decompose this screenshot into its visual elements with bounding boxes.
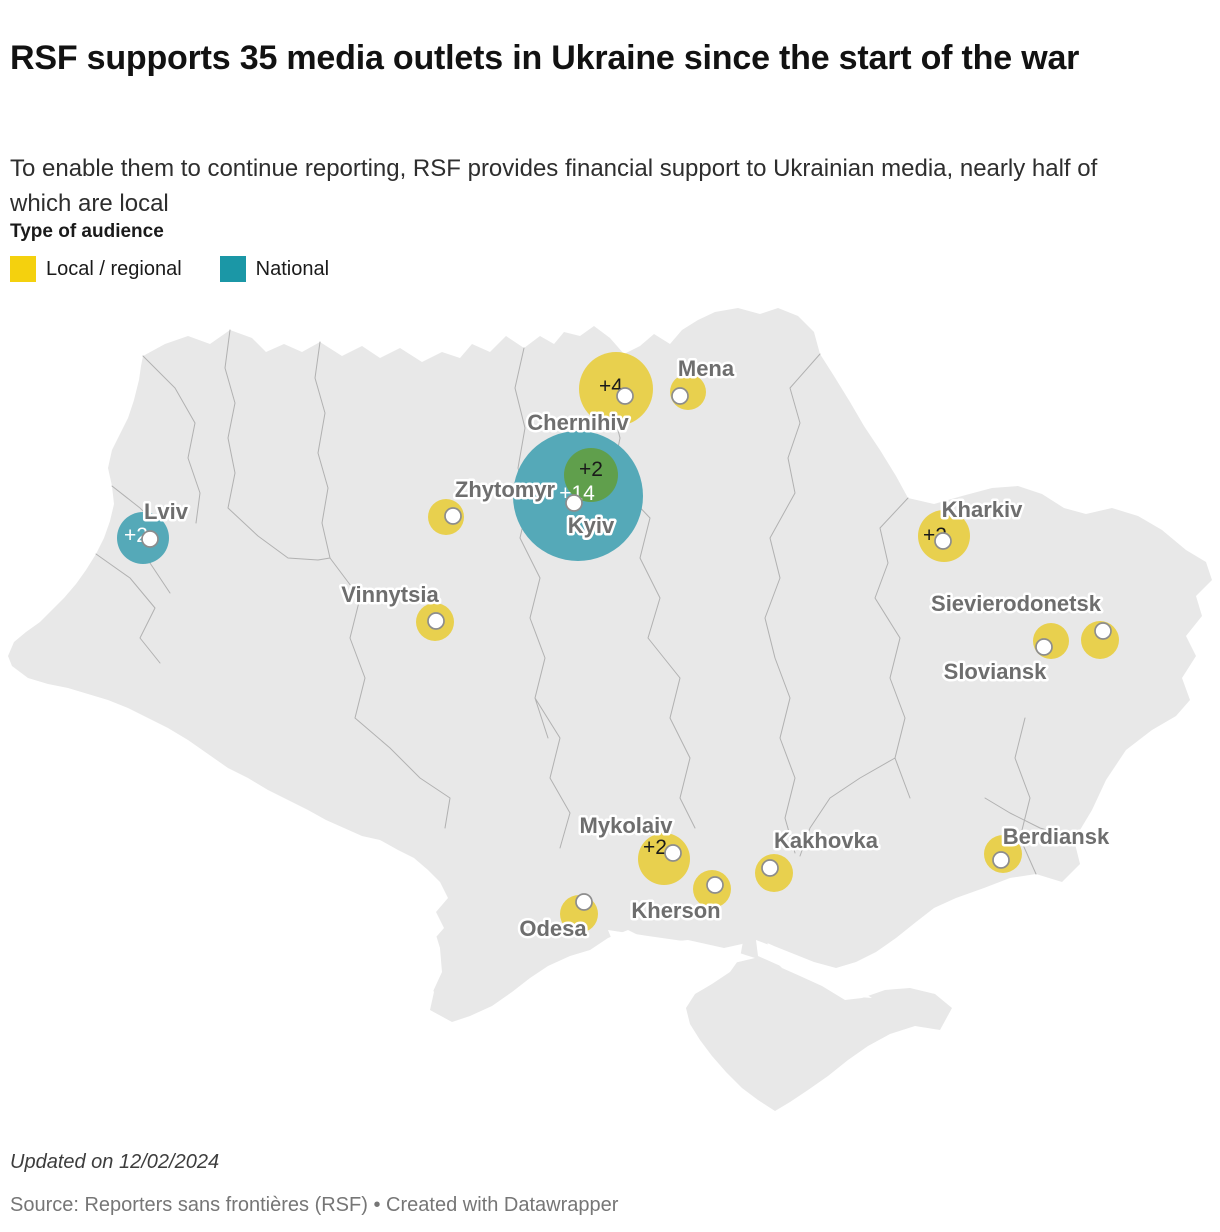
city-label-kharkiv: Kharkiv <box>942 497 1023 522</box>
city-label-mena: Mena <box>678 356 735 381</box>
separator-dot: • <box>373 1194 381 1216</box>
city-dot-kakhovka <box>761 859 779 877</box>
city-label-mykolaiv: Mykolaiv <box>580 813 674 838</box>
city-dot-zhytomyr <box>444 507 462 525</box>
city-dot-mena <box>671 387 689 405</box>
city-dot-odesa <box>575 893 593 911</box>
city-dot-chernihiv <box>616 387 634 405</box>
national-swatch-icon <box>219 256 246 282</box>
city-label-kherson: Kherson <box>631 898 720 923</box>
crimea-peninsula <box>686 930 952 1111</box>
page-subtitle: To enable them to continue reporting, RS… <box>10 155 1098 218</box>
legend: Local / regional National <box>10 256 329 282</box>
city-label-kakhovka: Kakhovka <box>774 828 879 853</box>
city-label-lviv: Lviv <box>144 499 189 524</box>
outlet-bubbles-layer <box>117 352 1119 933</box>
city-label-odesa: Odesa <box>519 916 587 941</box>
city-dot-mykolaiv <box>664 844 682 862</box>
city-labels-layer: Chernihiv Mena Kyiv Zhytomyr Lviv Vinnytsia Kh… <box>141 354 1112 944</box>
source-text: Source: Reporters sans frontières (RSF) <box>10 1194 368 1216</box>
city-label-kyiv: Kyiv <box>568 513 615 538</box>
outlet-count-label: +2 <box>579 458 603 481</box>
city-label-zhytomyr: Zhytomyr <box>455 477 556 502</box>
city-label-sloviansk: Sloviansk <box>944 659 1047 684</box>
city-label-vinnytsia: Vinnytsia <box>341 582 439 607</box>
legend-item-label: Local / regional <box>46 257 182 280</box>
city-dot-kherson <box>706 876 724 894</box>
city-label-sievierodonetsk: Sievierodonetsk <box>931 591 1102 616</box>
city-dot-sievierodonetsk <box>1094 622 1112 640</box>
city-marker-chernihiv[interactable] <box>579 352 653 426</box>
city-dot-lviv <box>141 530 159 548</box>
city-dot-kyiv <box>565 494 583 512</box>
source-line: Source: Reporters sans frontières (RSF) … <box>10 1194 618 1217</box>
local-regional-swatch-icon <box>10 256 36 282</box>
city-label-berdiansk: Berdiansk <box>1003 824 1110 849</box>
map-canvas: +4+2+14+2 +2+2 ChernihivMenaKyivZhytomyrL… <box>8 308 1212 1111</box>
city-dot-sloviansk <box>1035 638 1053 656</box>
sivash-water <box>756 940 872 998</box>
dnieper-estuary-water <box>608 930 755 964</box>
page-title: RSF supports 35 media outlets in Ukraine… <box>10 38 1080 77</box>
ukraine-mainland <box>8 308 1212 1022</box>
moldova-notch <box>368 868 442 998</box>
outlet-bubble-local[interactable] <box>579 352 653 426</box>
outlet-count-label: +2 <box>643 836 667 859</box>
map-base <box>8 308 1212 1111</box>
outlet-bubble-overlap[interactable] <box>564 448 618 502</box>
datawrapper-attribution-link[interactable]: Created with Datawrapper <box>386 1194 619 1216</box>
legend-item-label: National <box>255 257 330 280</box>
city-dot-berdiansk <box>992 851 1010 869</box>
city-dot-vinnytsia <box>427 612 445 630</box>
legend-item-local-regional: Local / regional <box>10 256 182 282</box>
updated-note: Updated on 12/02/2024 <box>10 1151 220 1173</box>
legend-title: Type of audience <box>10 221 164 242</box>
city-label-chernihiv: Chernihiv <box>527 410 629 435</box>
ukraine-symbol-map: +4 +2 +14 +2 +2 +2 Chernihiv Mena Kyiv Zhytomyr L… <box>0 308 1220 1128</box>
legend-item-national: National <box>219 256 330 282</box>
city-dots-layer <box>141 387 1112 911</box>
city-dot-kharkiv <box>934 532 952 550</box>
